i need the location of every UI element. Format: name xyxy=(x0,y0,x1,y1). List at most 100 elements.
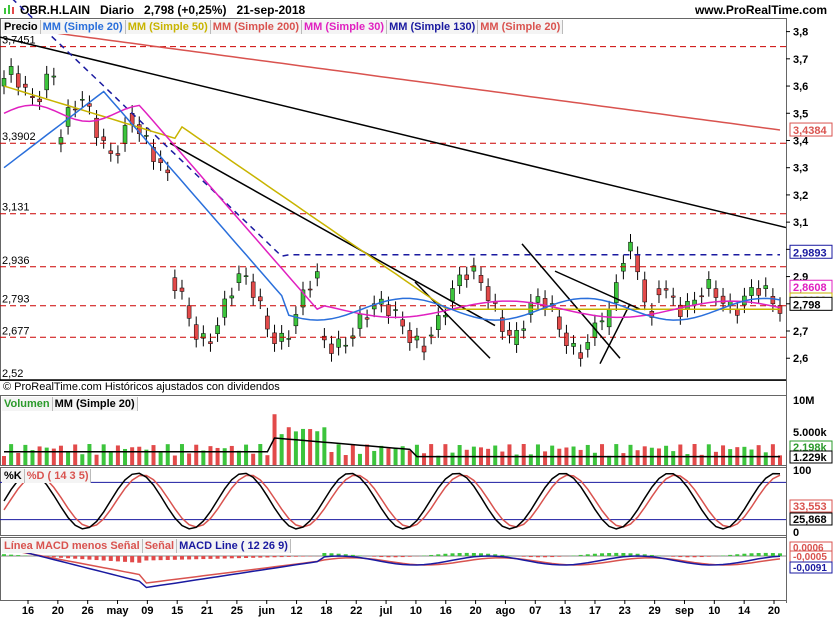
legend-item[interactable]: Precio xyxy=(2,20,41,34)
macd-hist-bar xyxy=(500,554,505,556)
legend-item[interactable]: MM (Simple 50) xyxy=(125,20,211,34)
legend-item[interactable]: MACD Line ( 12 26 9) xyxy=(177,539,291,553)
candle-body xyxy=(557,316,562,330)
macd-hist-bar xyxy=(236,556,241,559)
candle-body xyxy=(222,298,227,318)
x-tick-label: 20 xyxy=(52,605,64,617)
volume-bar xyxy=(685,454,690,465)
legend-item[interactable]: %K xyxy=(2,469,25,483)
macd-hist-bar xyxy=(258,556,263,558)
candle-body xyxy=(699,295,704,298)
candle-body xyxy=(364,317,370,320)
legend-item[interactable]: Línea MACD menos Señal xyxy=(2,539,143,553)
volume-bar xyxy=(642,446,647,465)
macd-hist-bar xyxy=(2,554,6,556)
volume-bar xyxy=(763,452,768,465)
candle-body xyxy=(101,136,106,141)
macd-hist-bar xyxy=(770,553,775,556)
volume-bar xyxy=(73,444,78,465)
legend-item[interactable]: MM (Simple 30) xyxy=(301,20,388,34)
volume-bar xyxy=(372,450,377,465)
volume-bar xyxy=(87,444,92,465)
volume-legend: Volumen MM (Simple 20) xyxy=(2,397,138,411)
candle-body xyxy=(521,328,526,331)
x-tick-label: 15 xyxy=(171,605,183,617)
macd-hist-bar xyxy=(486,553,491,556)
legend-item[interactable]: %D ( 14 3 5) xyxy=(24,469,92,483)
candle-body xyxy=(265,315,270,330)
candle-body xyxy=(428,334,434,337)
price-legend: Precio MM (Simple 20) MM (Simple 50) MM (Si… xyxy=(2,20,564,34)
candle-body xyxy=(606,308,612,328)
level-label: 3,131 xyxy=(2,202,30,214)
candle-body xyxy=(293,314,299,327)
volume-bar xyxy=(172,455,177,465)
candle-body xyxy=(749,287,754,296)
legend-item[interactable]: MM (Simple 130) xyxy=(387,20,479,34)
candle-body xyxy=(720,295,726,304)
candle-body xyxy=(414,335,420,341)
macd-hist-bar xyxy=(535,556,540,558)
legend-item[interactable]: MM (Simple 20) xyxy=(52,397,138,411)
candle-body xyxy=(151,147,156,162)
price-tick-label: 3,1 xyxy=(793,217,808,229)
candle-body xyxy=(763,285,769,289)
legend-item[interactable]: MM (Simple 20) xyxy=(478,20,564,34)
macd-hist-bar xyxy=(621,553,626,556)
stoch-badge-label: 33,553 xyxy=(793,501,827,513)
volume-bar xyxy=(713,451,718,465)
candle-body xyxy=(507,329,512,336)
volume-bar xyxy=(443,444,448,465)
macd-hist-bar xyxy=(51,556,56,558)
volume-bar xyxy=(2,456,6,465)
volume-bar xyxy=(550,445,555,465)
price-badge-label: 3,4384 xyxy=(793,125,828,137)
candle-body xyxy=(628,241,633,252)
ma200-line xyxy=(3,25,781,131)
legend-item[interactable]: Volumen xyxy=(2,397,53,411)
volume-bar xyxy=(778,455,782,465)
legend-item[interactable]: MM (Simple 20) xyxy=(40,20,126,34)
candle-body xyxy=(735,308,740,316)
macd-hist-bar xyxy=(151,556,156,561)
macd-hist-bar xyxy=(165,556,170,560)
volume-bar xyxy=(9,444,14,465)
legend-item[interactable]: MM (Simple 200) xyxy=(210,20,302,34)
macd-hist-bar xyxy=(528,556,533,558)
price-badge-label: 2,798 xyxy=(793,299,821,311)
macd-hist-bar xyxy=(457,553,462,556)
candle-body xyxy=(614,282,619,304)
volume-bar xyxy=(678,444,683,465)
candle-body xyxy=(578,352,583,359)
macd-hist-bar xyxy=(265,556,270,558)
volume-bar xyxy=(393,447,398,465)
x-tick-label: 23 xyxy=(619,605,631,617)
macd-hist-bar xyxy=(179,556,184,560)
volume-bar xyxy=(699,454,704,465)
stoch-badge-label: 25,868 xyxy=(793,514,827,526)
macd-hist-bar xyxy=(101,556,106,561)
volume-bar xyxy=(578,449,583,465)
site-link[interactable]: www.ProRealTime.com xyxy=(694,3,827,17)
candle-body xyxy=(258,296,263,302)
volume-bar xyxy=(66,451,71,465)
x-tick-label: ago xyxy=(496,605,516,617)
candle-body xyxy=(51,75,57,78)
candle-body xyxy=(656,288,662,296)
macd-hist-bar xyxy=(699,556,704,558)
candle-body xyxy=(322,335,327,341)
legend-item[interactable]: Señal xyxy=(142,539,178,553)
candle-body xyxy=(685,301,690,310)
volume-bar xyxy=(414,444,419,465)
macd-hist-bar xyxy=(763,552,768,556)
macd-badge-label: 0,0006 xyxy=(793,543,824,554)
stoch-d-line xyxy=(3,474,781,528)
candle-body xyxy=(58,137,64,145)
x-tick-label: 20 xyxy=(469,605,481,617)
volume-bar xyxy=(279,434,284,465)
volume-bar xyxy=(770,444,775,465)
volume-bar xyxy=(379,445,384,465)
macd-hist-bar xyxy=(272,556,277,558)
volume-bar xyxy=(343,455,348,465)
candle-body xyxy=(478,275,484,283)
